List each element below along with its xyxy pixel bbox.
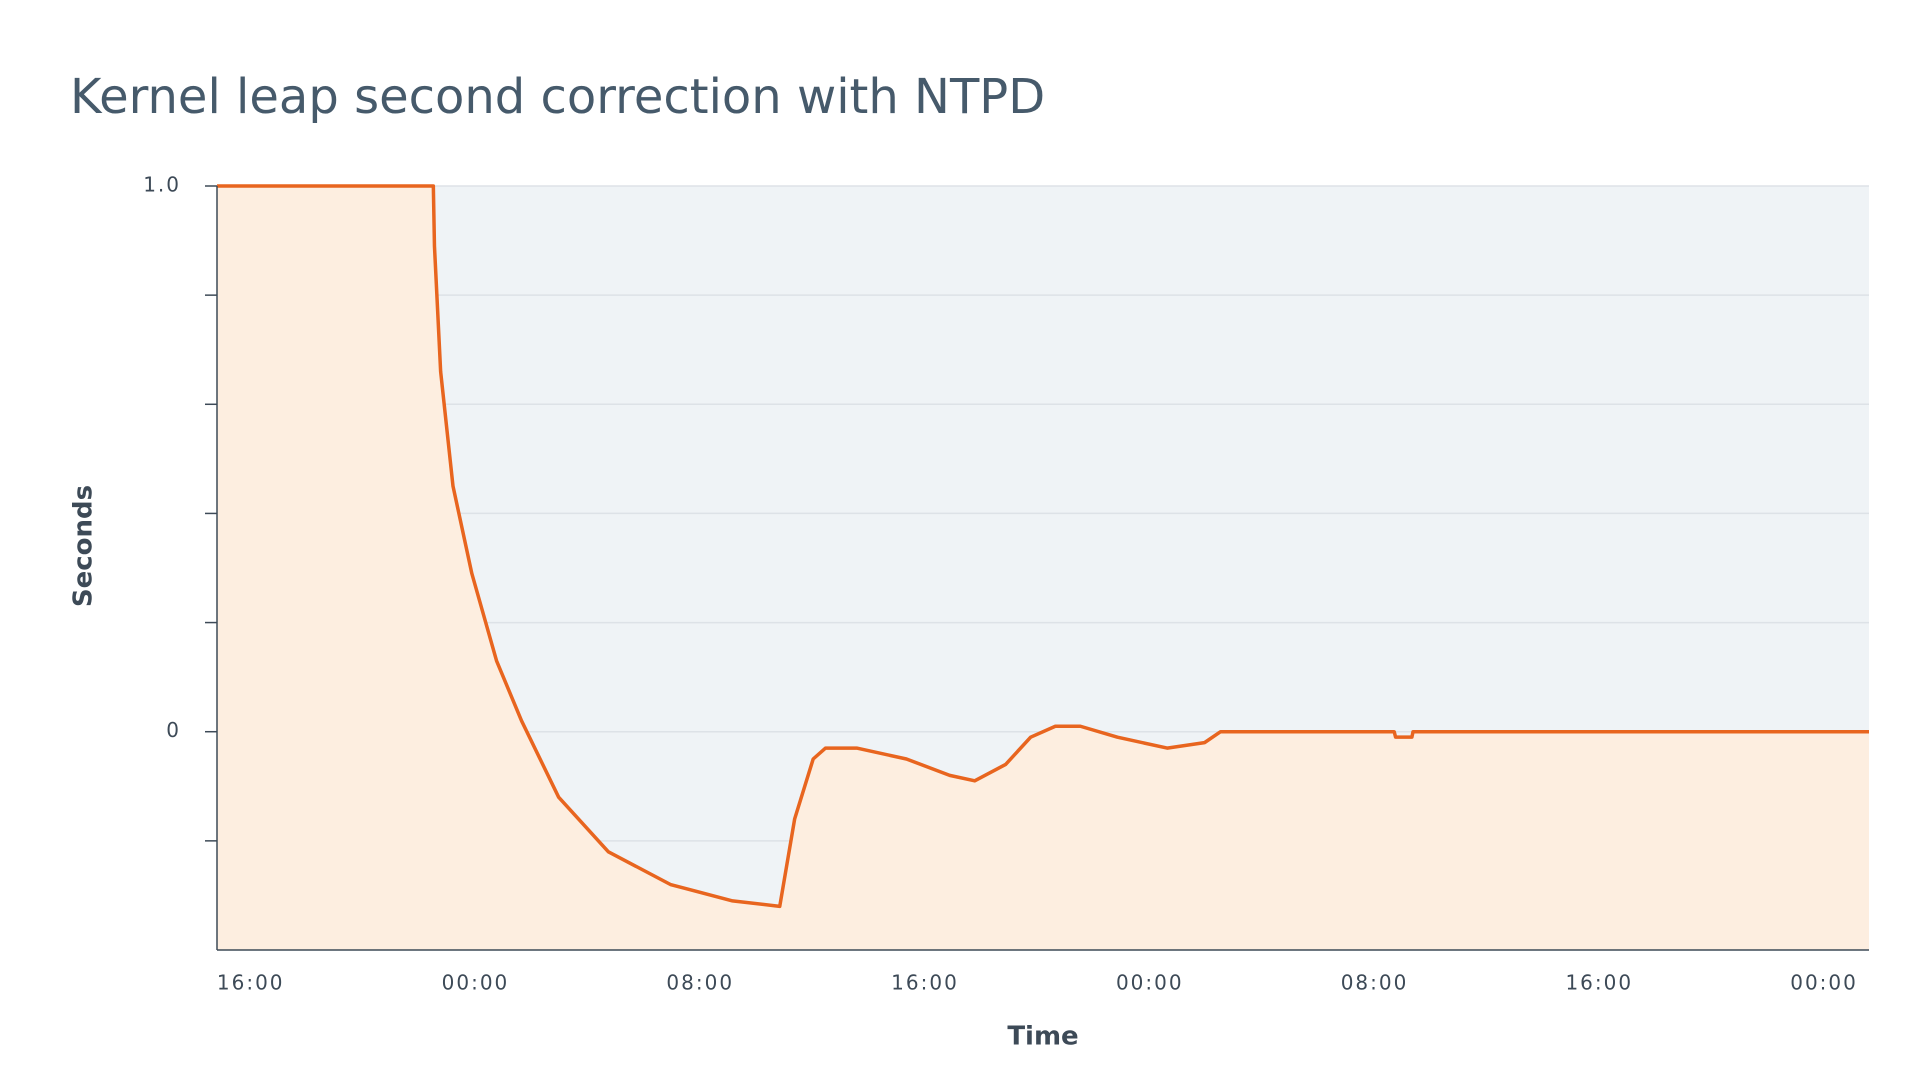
x-axis-label: Time [1007, 1022, 1078, 1052]
y-axis-label: Seconds [69, 485, 99, 607]
x-tick-label: 16:00 [891, 971, 959, 995]
x-tick-label: 08:00 [666, 971, 734, 995]
x-tick-label: 16:00 [217, 971, 285, 995]
x-tick-label: 00:00 [442, 971, 510, 995]
x-tick-label: 16:00 [1565, 971, 1633, 995]
x-tick-label: 08:00 [1341, 971, 1409, 995]
line [217, 184, 1869, 909]
x-tick-label: 00:00 [1116, 971, 1184, 995]
y-tick-label: 0 [166, 718, 181, 742]
chart-title: Kernel leap second correction with NTPD [70, 69, 1045, 125]
x-tick-label: 00:00 [1790, 971, 1858, 995]
y-tick-label: 1.0 [143, 173, 181, 197]
area [217, 186, 1869, 950]
